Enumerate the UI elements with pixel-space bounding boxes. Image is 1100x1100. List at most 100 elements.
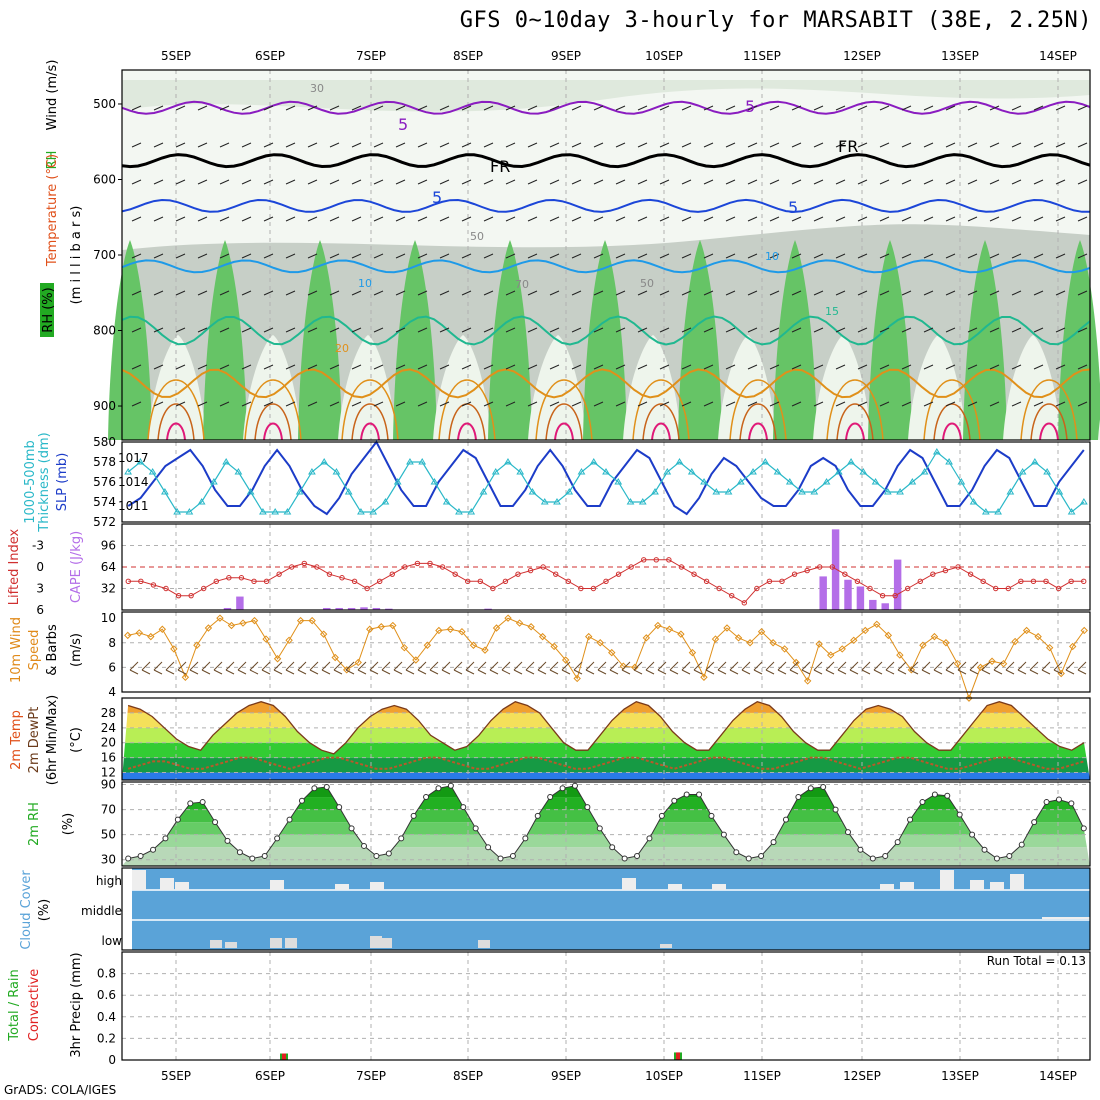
- wind-point: [1069, 642, 1077, 651]
- thickness-point: [344, 488, 353, 495]
- wind-barb: [175, 327, 186, 333]
- wind-barb: [263, 105, 274, 111]
- temperature-contour-25: [157, 403, 195, 441]
- rh-point: [683, 791, 690, 798]
- rh-point: [435, 785, 442, 792]
- thickness-point: [271, 508, 280, 515]
- wind-barb-10m: [621, 661, 631, 671]
- rh-point: [1080, 825, 1087, 832]
- rh-shade-dry: [148, 335, 206, 440]
- cloud-low-bar: [380, 938, 392, 948]
- wind-barb-10m: [417, 661, 427, 671]
- thickness-point: [479, 488, 488, 495]
- wind-barb: [527, 105, 538, 111]
- wind-point: [884, 631, 893, 640]
- thickness-point: [1067, 508, 1076, 515]
- rh-point: [236, 849, 243, 856]
- cape-bar: [893, 559, 902, 610]
- wind-barb-10m: [201, 661, 211, 671]
- wind-barb: [153, 216, 164, 222]
- rh-frame: [121, 781, 1091, 867]
- wind-barb-10m: [1029, 669, 1039, 675]
- wind-barb: [967, 253, 978, 259]
- wind-barb: [615, 401, 626, 407]
- wind-barb-10m: [753, 661, 763, 671]
- thickness-point: [455, 508, 463, 515]
- rh-shade-dry: [908, 335, 966, 440]
- rh-point: [125, 855, 132, 862]
- wind-point: [873, 620, 881, 629]
- cape-bar: [372, 607, 381, 610]
- wind-barb-10m: [321, 669, 331, 675]
- thickness-point: [798, 488, 806, 495]
- wind-barb: [659, 179, 670, 185]
- wind-barb: [593, 216, 604, 222]
- wind-barb: [923, 401, 934, 407]
- wind-barb: [505, 179, 516, 185]
- wind-barb-10m: [669, 661, 679, 671]
- wind-barb-10m: [345, 661, 355, 671]
- wind-barb: [1077, 290, 1088, 296]
- wind-point: [1045, 643, 1054, 652]
- wind-point: [135, 629, 143, 637]
- wind-barb: [549, 216, 560, 222]
- li-point: [175, 592, 182, 599]
- li-point: [905, 585, 911, 592]
- xtick-label-bottom: 9SEP: [551, 1069, 581, 1083]
- wind-barb-10m: [765, 669, 775, 675]
- wind-barb: [835, 364, 846, 370]
- thickness-point: [259, 508, 267, 515]
- li-point: [251, 578, 257, 585]
- wind-barb: [1055, 290, 1066, 296]
- wind-barb: [901, 290, 912, 296]
- thickness-point: [847, 458, 855, 465]
- wind-barb: [879, 253, 890, 259]
- thickness-point: [430, 478, 439, 485]
- thickness-point: [381, 498, 390, 505]
- wind-barb: [571, 401, 582, 407]
- wind-barb: [219, 253, 230, 259]
- wind-barb: [197, 142, 208, 148]
- xtick-label-top: 6SEP: [255, 49, 285, 63]
- rh-band: [122, 809, 1090, 823]
- wind-point: [1080, 626, 1088, 635]
- wind-barb: [197, 364, 208, 370]
- wind-barb-10m: [693, 669, 703, 675]
- thickness-point: [614, 478, 623, 485]
- xtick-label-bottom: 14SEP: [1039, 1069, 1077, 1083]
- thickness-point: [332, 468, 341, 475]
- wind-barb: [263, 216, 274, 222]
- ytick-label: 600: [93, 172, 116, 186]
- wind-barb-10m: [645, 669, 655, 675]
- wind-barb-10m: [189, 669, 199, 675]
- wind-barb-10m: [741, 669, 751, 675]
- wind-point: [723, 624, 731, 632]
- li-point: [779, 578, 785, 585]
- wind-barb: [945, 253, 956, 259]
- contour-label: 50: [470, 230, 484, 243]
- wind-barb: [439, 179, 450, 185]
- thickness-point: [932, 448, 941, 455]
- temperature-contour-20: [923, 379, 981, 441]
- wind-barb: [285, 364, 296, 370]
- thickness-series: [127, 451, 1085, 513]
- thickness-point: [173, 508, 182, 515]
- li-point: [163, 585, 169, 592]
- wind-barb: [527, 216, 538, 222]
- wind-barb-10m: [417, 669, 427, 675]
- ylabel-temp2m: 2m Temp: [9, 710, 24, 770]
- cloud-low-bar: [225, 942, 237, 948]
- wind-barb: [747, 290, 758, 296]
- temperature-contour-20: [438, 379, 496, 441]
- thickness-point: [981, 508, 990, 515]
- li-point: [615, 571, 622, 577]
- wind-point: [930, 632, 939, 641]
- li-point: [351, 578, 358, 585]
- thickness-point: [883, 488, 892, 495]
- cloud-low-bar: [478, 940, 490, 948]
- wind-barb: [131, 290, 142, 296]
- wind-barb-10m: [381, 669, 391, 675]
- thickness-point: [736, 478, 745, 485]
- ytick-label-li: 3: [36, 582, 44, 596]
- run-total-label: Run Total = 0.13: [987, 954, 1086, 968]
